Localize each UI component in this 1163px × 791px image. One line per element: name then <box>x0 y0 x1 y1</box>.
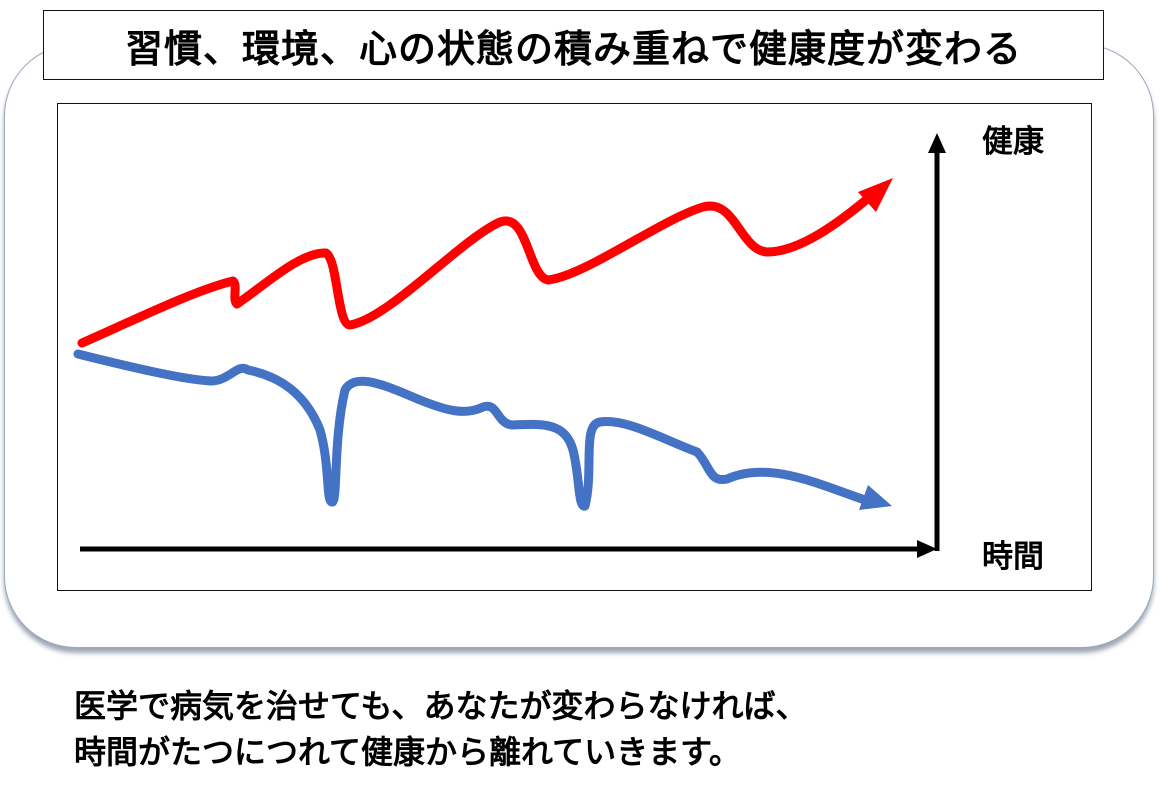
x-axis-arrowhead <box>917 540 937 558</box>
y-axis-label: 健康 <box>982 124 1044 160</box>
caption-line-2: 時間がたつにつれて健康から離れていきます。 <box>74 733 741 771</box>
declining-health-curve <box>73 349 870 511</box>
y-axis-arrowhead <box>928 133 946 153</box>
improving-curve-arrowhead <box>858 178 893 212</box>
declining-curve-arrowhead <box>859 485 892 510</box>
x-axis-label: 時間 <box>982 539 1044 575</box>
caption: 医学で病気を治せても、あなたが変わらなければ、 時間がたつにつれて健康から離れて… <box>74 683 807 775</box>
diagram-title: 習慣、環境、心の状態の積み重ねで健康度が変わる <box>124 26 1022 71</box>
caption-line-1: 医学で病気を治せても、あなたが変わらなければ、 <box>74 687 808 725</box>
title-box: 習慣、環境、心の状態の積み重ねで健康度が変わる <box>43 10 1104 80</box>
improving-health-curve <box>77 190 877 348</box>
chart-frame <box>57 103 1092 591</box>
